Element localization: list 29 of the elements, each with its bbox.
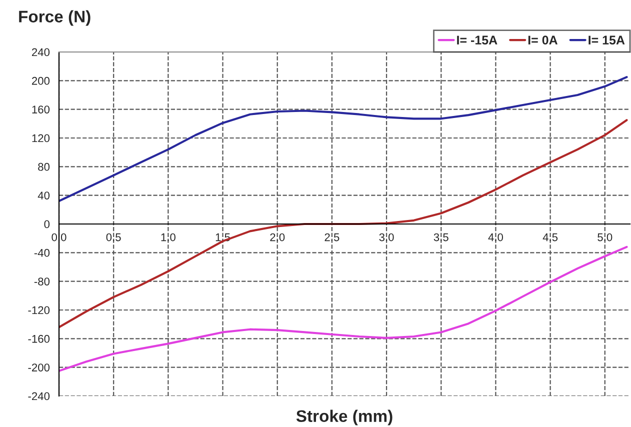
legend-label: I= 15A [588,36,625,45]
x-tick-label: 4.5 [542,233,558,242]
x-tick-label: 2.0 [270,233,285,242]
y-tick-label: 40 [38,192,50,200]
y-tick-label: -40 [34,248,50,257]
legend-label: I= -15A [457,36,498,45]
x-axis-title: Stroke (mm) [296,410,392,426]
x-tick-label: 3.5 [434,233,448,242]
legend-label: I= 0A [528,36,558,45]
line-series [59,76,628,202]
y-tick-label: 120 [32,134,50,142]
x-tick-label: 4.0 [488,233,503,242]
x-tick-label: 1.0 [161,233,176,242]
y-tick-label: 0 [44,220,50,228]
y-tick-label: 80 [38,162,50,171]
y-tick-label: -240 [28,392,50,400]
x-tick-label: 0.5 [106,233,121,242]
y-tick-label: -80 [34,278,50,286]
x-tick-label: 5.0 [598,233,612,242]
x-tick-label: 3.0 [379,233,394,242]
y-tick-label: -200 [28,364,50,372]
y-axis-title: Force (N) [19,10,90,26]
line-series [59,246,628,372]
y-tick-label: 240 [32,48,50,56]
y-tick-label: -160 [28,334,50,343]
y-tick-label: 200 [32,76,50,85]
y-tick-label: 160 [32,106,50,114]
x-tick-label: 2.5 [324,233,340,242]
y-tick-label: -120 [28,306,50,314]
